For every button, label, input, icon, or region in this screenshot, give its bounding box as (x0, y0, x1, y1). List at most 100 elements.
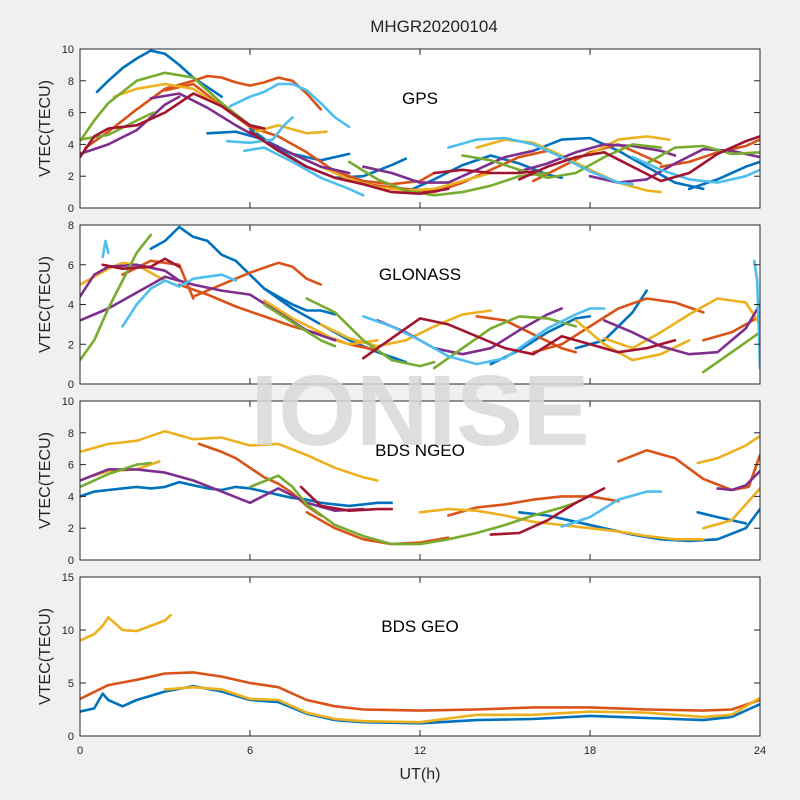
y-tick-label: 6 (68, 260, 74, 272)
panel-label: BDS GEO (381, 617, 458, 636)
series-line-15 (588, 135, 671, 156)
series-line-27 (546, 307, 606, 330)
x-axis-label: UT(h) (400, 766, 441, 783)
series-line-27 (226, 116, 294, 145)
panel-label: GLONASS (379, 265, 461, 284)
series-line-7 (475, 315, 578, 354)
watermark: IONISE (251, 355, 590, 467)
figure-title: MHGR20200104 (370, 17, 498, 36)
y-tick-label: 6 (68, 460, 74, 472)
series-line-21 (305, 297, 436, 368)
y-tick-label: 10 (62, 396, 74, 408)
y-tick-label: 6 (68, 108, 74, 120)
y-tick-label: 4 (68, 139, 74, 151)
series-line-17 (299, 485, 393, 512)
series-group (80, 613, 760, 725)
y-tick-label: 8 (68, 220, 74, 232)
y-tick-label: 8 (68, 428, 74, 440)
series-line-25 (645, 144, 760, 165)
panel-1: 0 2 4 6 8 VTEC(TECU) GLONASS (37, 220, 761, 391)
series-line-18 (362, 149, 535, 184)
y-axis-label: VTEC(TECU) (37, 432, 54, 529)
series-line-34 (517, 135, 760, 183)
x-tick-label: 0 (77, 745, 83, 757)
series-line-9 (532, 143, 663, 183)
series-line-32 (248, 130, 450, 195)
panel-label: BDS NGEO (375, 441, 465, 460)
y-tick-label: 2 (68, 339, 74, 351)
x-tick-label: 12 (414, 745, 426, 757)
series-line-5 (192, 261, 323, 298)
series-line-10 (696, 434, 760, 465)
series-line-23 (347, 160, 549, 197)
series-line-29 (101, 257, 181, 270)
series-line-10 (659, 138, 760, 168)
panel-label: GPS (402, 89, 438, 108)
series-line-26 (362, 315, 549, 366)
x-tick-label: 6 (247, 745, 253, 757)
series-line-4 (305, 510, 450, 546)
series-line-2 (696, 510, 748, 525)
y-tick-label: 4 (68, 491, 74, 503)
series-line-19 (80, 233, 153, 362)
series-line-16 (560, 490, 663, 528)
series-line-30 (631, 155, 760, 184)
series-group (80, 49, 760, 197)
series-line-31 (80, 92, 266, 159)
series-line-8 (532, 297, 705, 354)
x-tick-label: 24 (754, 745, 766, 757)
series-line-0 (80, 480, 393, 508)
series-line-19 (517, 143, 677, 173)
series-line-0 (149, 225, 337, 316)
y-tick-label: 8 (68, 76, 74, 88)
y-axis-label: VTEC(TECU) (37, 80, 54, 177)
series-line-23 (702, 331, 760, 374)
series-group (80, 429, 760, 546)
series-line-30 (362, 317, 563, 360)
y-tick-label: 2 (68, 171, 74, 183)
series-line-26 (228, 82, 351, 129)
series-line-12 (80, 468, 365, 512)
series-line-12 (254, 124, 328, 135)
series-line-11 (262, 299, 379, 346)
series-line-15 (80, 263, 181, 298)
series-line-7 (80, 429, 379, 482)
series-line-22 (432, 315, 578, 370)
series-line-13 (602, 297, 760, 350)
y-tick-label: 10 (62, 44, 74, 56)
series-line-11 (702, 487, 760, 530)
series-line-3 (163, 685, 760, 724)
x-tick-label: 18 (584, 745, 596, 757)
panel-3: 0 5 10 15 0 6 12 18 24 VTEC(TECU) BDS GEO (37, 572, 766, 757)
series-line-2 (80, 684, 760, 725)
y-tick-label: 0 (68, 203, 74, 215)
plot-area (80, 49, 760, 208)
series-line-13 (716, 469, 760, 492)
y-tick-label: 5 (68, 678, 74, 690)
series-line-15 (248, 474, 578, 546)
series-line-18 (602, 303, 760, 356)
y-axis-label: VTEC(TECU) (37, 256, 54, 353)
series-line-7 (163, 82, 436, 186)
y-tick-label: 10 (62, 625, 74, 637)
y-tick-label: 0 (68, 731, 74, 743)
series-line-6 (617, 449, 760, 492)
y-tick-label: 2 (68, 523, 74, 535)
series-line-25 (121, 273, 238, 328)
series-line-24 (101, 239, 110, 259)
y-axis-label: VTEC(TECU) (37, 608, 54, 705)
series-line-0 (80, 613, 172, 642)
series-line-33 (432, 168, 535, 175)
series-line-6 (84, 74, 323, 149)
y-tick-label: 4 (68, 300, 74, 312)
series-line-16 (80, 95, 181, 156)
plot-area (80, 577, 760, 736)
series-line-9 (418, 507, 705, 541)
y-tick-label: 0 (68, 379, 74, 391)
series-line-20 (262, 303, 337, 348)
series-line-8 (347, 149, 549, 194)
series-line-5 (687, 160, 760, 191)
series-line-14 (80, 461, 153, 489)
